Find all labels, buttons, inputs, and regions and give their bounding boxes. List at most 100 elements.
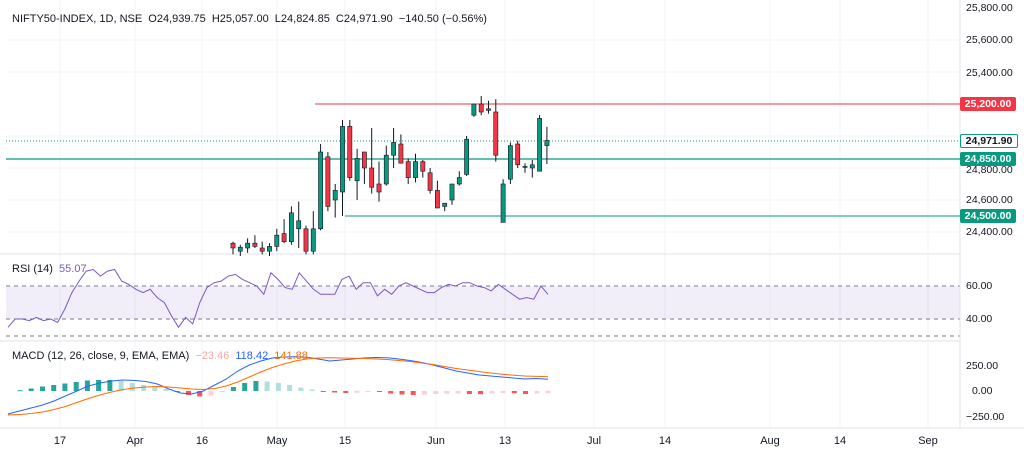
signal-line [7, 357, 549, 416]
candle-body [296, 220, 302, 230]
macd-legend[interactable]: MACD (12, 26, close, 9, EMA, EMA) −23.46… [12, 350, 311, 362]
macd-hist-bar [219, 391, 225, 392]
macd-line [7, 356, 549, 415]
price-label: 24,400.00 [966, 226, 1013, 238]
time-label: Jul [586, 435, 602, 447]
candle-body [347, 126, 353, 178]
support-price-tag[interactable]: 24,850.00 [960, 152, 1016, 166]
macd-hist-value: −23.46 [195, 350, 230, 362]
macd-hist-bar [332, 391, 338, 393]
macd-hist-bar [96, 380, 102, 391]
time-label: Jun [427, 435, 445, 447]
macd-hist-bar [444, 391, 450, 394]
price-label: 24,600.00 [966, 194, 1013, 206]
candle-body [391, 142, 396, 156]
macd-hist-bar [478, 391, 484, 395]
macd-hist-bar [163, 389, 169, 391]
macd-hist-bar [129, 383, 135, 391]
macd-hist-bar [320, 391, 326, 392]
candle-body [420, 161, 426, 172]
macd-hist-bar [40, 386, 45, 391]
candle-body [237, 246, 243, 252]
candle-body [288, 212, 294, 242]
main-legend[interactable]: NIFTY50-INDEX, 1D, NSE O24,939.75 H25,05… [12, 13, 490, 25]
candle-body [529, 164, 535, 169]
close-value: C24,971.90 [335, 13, 393, 25]
time-label: 14 [833, 435, 847, 447]
macd-hist-bar [421, 391, 427, 395]
macd-hist-bar [365, 391, 371, 392]
high-value: H25,057.00 [211, 13, 269, 25]
candle-body [383, 154, 389, 185]
time-label: 13 [498, 435, 512, 447]
price-label: 24,800.00 [966, 164, 1013, 176]
candle-body [230, 242, 236, 249]
macd-hist-bar [399, 391, 405, 395]
time-label: Sep [918, 435, 938, 447]
macd-hist-bar [489, 391, 495, 394]
candle-body [427, 172, 433, 191]
support-price-tag[interactable]: 24,500.00 [960, 209, 1016, 223]
macd-hist-bar [343, 391, 349, 393]
price-label: 25,600.00 [966, 34, 1013, 46]
macd-hist-bar [466, 391, 472, 394]
macd-hist-bar [62, 383, 68, 391]
macd-hist-bar [28, 388, 34, 391]
macd-hist-bar [230, 387, 236, 391]
macd-hist-bar [73, 382, 79, 391]
candle-body [376, 183, 382, 193]
candle-body [449, 183, 455, 201]
candlestick-series [230, 96, 550, 256]
candle-body [318, 151, 323, 230]
candle-body [405, 161, 411, 178]
candle-body [310, 228, 316, 252]
macd-hist-bar [377, 391, 382, 392]
macd-hist-bar [455, 391, 461, 394]
candle-body [456, 177, 462, 185]
candle-body [413, 161, 418, 178]
rsi-axis-label: 60.00 [966, 280, 993, 292]
candle-body [274, 234, 280, 247]
rsi-axis-label: 40.00 [966, 313, 993, 325]
macd-hist-bar [410, 391, 416, 395]
candle-body [537, 118, 542, 172]
macd-hist-bar [84, 380, 90, 391]
macd-signal-value: 141.88 [274, 350, 308, 362]
time-label: 14 [658, 435, 672, 447]
rsi-line [7, 268, 549, 329]
macd-hist-bar [433, 391, 439, 394]
last-price-tag: 24,971.90 [960, 134, 1018, 148]
macd-hist-bar [388, 391, 394, 394]
macd-hist-bar [242, 383, 248, 391]
macd-hist-bar [264, 381, 270, 391]
macd-hist-bar [51, 385, 57, 391]
macd-hist-bar [298, 387, 304, 391]
rsi-legend[interactable]: RSI (14) 55.07 [12, 263, 90, 275]
candle-body [340, 126, 345, 193]
candle-body [493, 111, 499, 156]
macd-axis-label: 0.00 [972, 385, 993, 397]
candle-body [507, 145, 513, 180]
rsi-band [6, 286, 960, 319]
candle-body [303, 228, 309, 252]
candle-body [434, 190, 440, 209]
resistance-price-tag[interactable]: 25,200.00 [960, 97, 1016, 111]
candle-body [267, 246, 272, 252]
time-label: 16 [195, 435, 209, 447]
candle-body [442, 202, 448, 207]
candle-body [245, 242, 250, 249]
open-value: O24,939.75 [148, 13, 206, 25]
time-label: Aug [760, 435, 780, 447]
macd-hist-bar [197, 391, 203, 397]
candle-body [252, 242, 258, 247]
candle-body [325, 156, 331, 207]
macd-histogram [17, 380, 551, 397]
candle-body [464, 138, 469, 175]
low-value: L24,824.85 [274, 13, 330, 25]
candle-body [361, 151, 367, 169]
macd-hist-bar [534, 391, 540, 394]
candle-body [486, 108, 491, 111]
candle-body [332, 190, 338, 201]
candle-body [369, 167, 375, 188]
